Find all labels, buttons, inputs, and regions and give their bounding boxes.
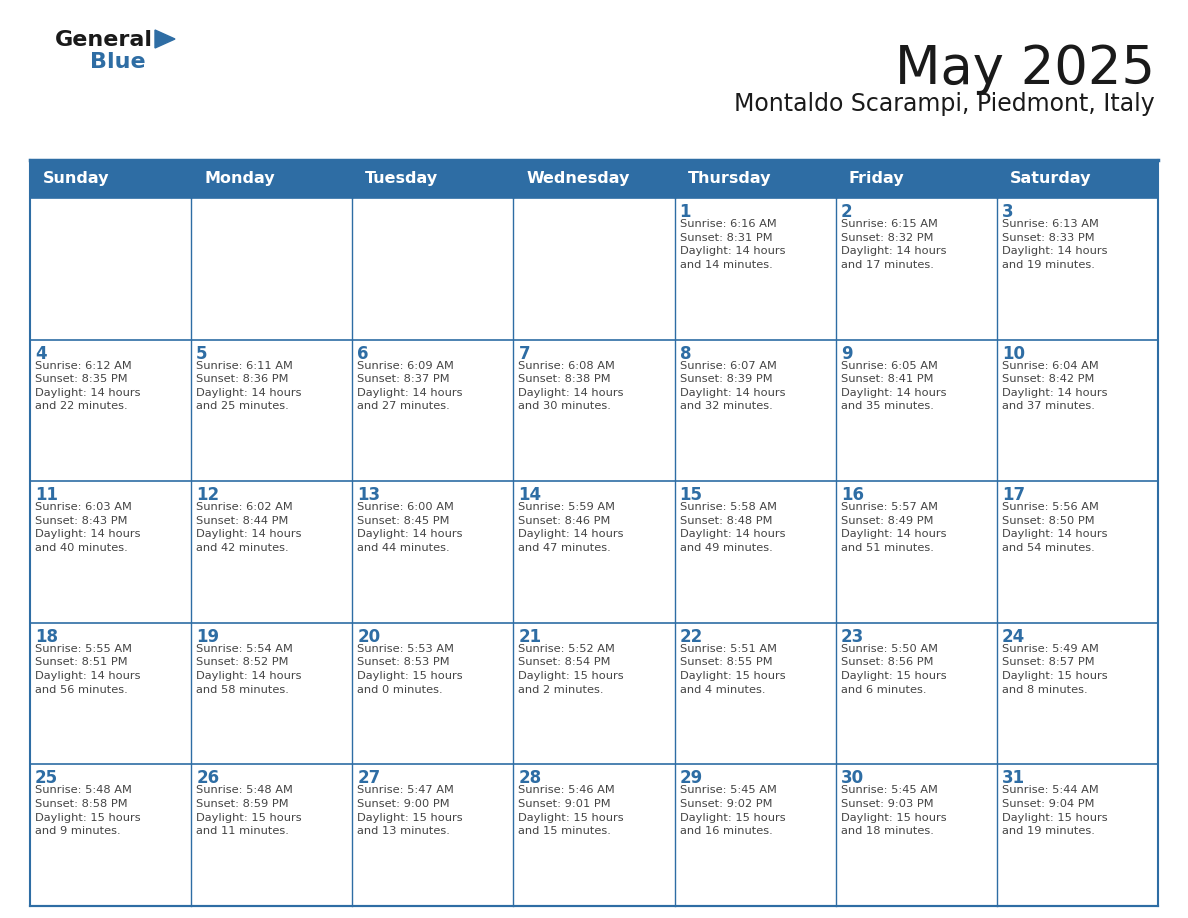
Text: 27: 27 bbox=[358, 769, 380, 788]
Text: 4: 4 bbox=[34, 344, 46, 363]
Text: Sunrise: 5:57 AM
Sunset: 8:49 PM
Daylight: 14 hours
and 51 minutes.: Sunrise: 5:57 AM Sunset: 8:49 PM Dayligh… bbox=[841, 502, 946, 553]
Text: Sunrise: 6:05 AM
Sunset: 8:41 PM
Daylight: 14 hours
and 35 minutes.: Sunrise: 6:05 AM Sunset: 8:41 PM Dayligh… bbox=[841, 361, 946, 411]
Text: 18: 18 bbox=[34, 628, 58, 645]
Text: 31: 31 bbox=[1001, 769, 1025, 788]
Text: Sunrise: 6:09 AM
Sunset: 8:37 PM
Daylight: 14 hours
and 27 minutes.: Sunrise: 6:09 AM Sunset: 8:37 PM Dayligh… bbox=[358, 361, 463, 411]
Text: 25: 25 bbox=[34, 769, 58, 788]
Bar bbox=[30, 765, 1158, 906]
Text: Sunrise: 5:49 AM
Sunset: 8:57 PM
Daylight: 15 hours
and 8 minutes.: Sunrise: 5:49 AM Sunset: 8:57 PM Dayligh… bbox=[1001, 644, 1107, 695]
Text: May 2025: May 2025 bbox=[895, 43, 1155, 95]
Text: Sunrise: 5:53 AM
Sunset: 8:53 PM
Daylight: 15 hours
and 0 minutes.: Sunrise: 5:53 AM Sunset: 8:53 PM Dayligh… bbox=[358, 644, 463, 695]
Polygon shape bbox=[154, 30, 175, 48]
Text: 11: 11 bbox=[34, 487, 58, 504]
Text: 13: 13 bbox=[358, 487, 380, 504]
Text: Sunday: Sunday bbox=[43, 172, 109, 186]
Text: Sunrise: 5:45 AM
Sunset: 9:03 PM
Daylight: 15 hours
and 18 minutes.: Sunrise: 5:45 AM Sunset: 9:03 PM Dayligh… bbox=[841, 786, 947, 836]
Text: 28: 28 bbox=[518, 769, 542, 788]
Text: 16: 16 bbox=[841, 487, 864, 504]
Text: Sunrise: 6:07 AM
Sunset: 8:39 PM
Daylight: 14 hours
and 32 minutes.: Sunrise: 6:07 AM Sunset: 8:39 PM Dayligh… bbox=[680, 361, 785, 411]
Text: Monday: Monday bbox=[204, 172, 274, 186]
Text: Tuesday: Tuesday bbox=[365, 172, 438, 186]
Text: Sunrise: 6:03 AM
Sunset: 8:43 PM
Daylight: 14 hours
and 40 minutes.: Sunrise: 6:03 AM Sunset: 8:43 PM Dayligh… bbox=[34, 502, 140, 553]
Text: Sunrise: 5:52 AM
Sunset: 8:54 PM
Daylight: 15 hours
and 2 minutes.: Sunrise: 5:52 AM Sunset: 8:54 PM Dayligh… bbox=[518, 644, 624, 695]
Text: Blue: Blue bbox=[90, 52, 146, 72]
Text: Saturday: Saturday bbox=[1010, 172, 1092, 186]
Text: Sunrise: 5:45 AM
Sunset: 9:02 PM
Daylight: 15 hours
and 16 minutes.: Sunrise: 5:45 AM Sunset: 9:02 PM Dayligh… bbox=[680, 786, 785, 836]
Text: Sunrise: 5:51 AM
Sunset: 8:55 PM
Daylight: 15 hours
and 4 minutes.: Sunrise: 5:51 AM Sunset: 8:55 PM Dayligh… bbox=[680, 644, 785, 695]
Text: Sunrise: 6:16 AM
Sunset: 8:31 PM
Daylight: 14 hours
and 14 minutes.: Sunrise: 6:16 AM Sunset: 8:31 PM Dayligh… bbox=[680, 219, 785, 270]
Text: 29: 29 bbox=[680, 769, 703, 788]
Bar bbox=[30, 340, 1158, 481]
Text: 14: 14 bbox=[518, 487, 542, 504]
Text: Sunrise: 5:59 AM
Sunset: 8:46 PM
Daylight: 14 hours
and 47 minutes.: Sunrise: 5:59 AM Sunset: 8:46 PM Dayligh… bbox=[518, 502, 624, 553]
Text: Sunrise: 6:11 AM
Sunset: 8:36 PM
Daylight: 14 hours
and 25 minutes.: Sunrise: 6:11 AM Sunset: 8:36 PM Dayligh… bbox=[196, 361, 302, 411]
Text: Sunrise: 6:15 AM
Sunset: 8:32 PM
Daylight: 14 hours
and 17 minutes.: Sunrise: 6:15 AM Sunset: 8:32 PM Dayligh… bbox=[841, 219, 946, 270]
Text: General: General bbox=[55, 30, 153, 50]
Text: Sunrise: 5:56 AM
Sunset: 8:50 PM
Daylight: 14 hours
and 54 minutes.: Sunrise: 5:56 AM Sunset: 8:50 PM Dayligh… bbox=[1001, 502, 1107, 553]
Text: Sunrise: 6:04 AM
Sunset: 8:42 PM
Daylight: 14 hours
and 37 minutes.: Sunrise: 6:04 AM Sunset: 8:42 PM Dayligh… bbox=[1001, 361, 1107, 411]
Text: Sunrise: 5:44 AM
Sunset: 9:04 PM
Daylight: 15 hours
and 19 minutes.: Sunrise: 5:44 AM Sunset: 9:04 PM Dayligh… bbox=[1001, 786, 1107, 836]
Text: Sunrise: 6:13 AM
Sunset: 8:33 PM
Daylight: 14 hours
and 19 minutes.: Sunrise: 6:13 AM Sunset: 8:33 PM Dayligh… bbox=[1001, 219, 1107, 270]
Text: Sunrise: 6:08 AM
Sunset: 8:38 PM
Daylight: 14 hours
and 30 minutes.: Sunrise: 6:08 AM Sunset: 8:38 PM Dayligh… bbox=[518, 361, 624, 411]
Text: 3: 3 bbox=[1001, 203, 1013, 221]
Text: Friday: Friday bbox=[848, 172, 904, 186]
Text: Sunrise: 5:46 AM
Sunset: 9:01 PM
Daylight: 15 hours
and 15 minutes.: Sunrise: 5:46 AM Sunset: 9:01 PM Dayligh… bbox=[518, 786, 624, 836]
Text: 23: 23 bbox=[841, 628, 864, 645]
Text: 2: 2 bbox=[841, 203, 852, 221]
Bar bbox=[30, 481, 1158, 622]
Text: 12: 12 bbox=[196, 487, 220, 504]
Text: 1: 1 bbox=[680, 203, 691, 221]
Text: Sunrise: 5:48 AM
Sunset: 8:59 PM
Daylight: 15 hours
and 11 minutes.: Sunrise: 5:48 AM Sunset: 8:59 PM Dayligh… bbox=[196, 786, 302, 836]
Text: Sunrise: 6:12 AM
Sunset: 8:35 PM
Daylight: 14 hours
and 22 minutes.: Sunrise: 6:12 AM Sunset: 8:35 PM Dayligh… bbox=[34, 361, 140, 411]
Text: Sunrise: 5:58 AM
Sunset: 8:48 PM
Daylight: 14 hours
and 49 minutes.: Sunrise: 5:58 AM Sunset: 8:48 PM Dayligh… bbox=[680, 502, 785, 553]
Text: 6: 6 bbox=[358, 344, 368, 363]
Text: 24: 24 bbox=[1001, 628, 1025, 645]
Text: 15: 15 bbox=[680, 487, 702, 504]
Text: Sunrise: 5:50 AM
Sunset: 8:56 PM
Daylight: 15 hours
and 6 minutes.: Sunrise: 5:50 AM Sunset: 8:56 PM Dayligh… bbox=[841, 644, 947, 695]
Bar bbox=[30, 198, 1158, 340]
Text: 10: 10 bbox=[1001, 344, 1025, 363]
Text: 19: 19 bbox=[196, 628, 220, 645]
Text: 21: 21 bbox=[518, 628, 542, 645]
Text: Sunrise: 5:47 AM
Sunset: 9:00 PM
Daylight: 15 hours
and 13 minutes.: Sunrise: 5:47 AM Sunset: 9:00 PM Dayligh… bbox=[358, 786, 463, 836]
Bar bbox=[30, 160, 1158, 198]
Text: Thursday: Thursday bbox=[688, 172, 771, 186]
Text: 26: 26 bbox=[196, 769, 220, 788]
Text: Sunrise: 5:48 AM
Sunset: 8:58 PM
Daylight: 15 hours
and 9 minutes.: Sunrise: 5:48 AM Sunset: 8:58 PM Dayligh… bbox=[34, 786, 140, 836]
Text: 8: 8 bbox=[680, 344, 691, 363]
Text: 7: 7 bbox=[518, 344, 530, 363]
Text: 9: 9 bbox=[841, 344, 852, 363]
Bar bbox=[30, 622, 1158, 765]
Text: 30: 30 bbox=[841, 769, 864, 788]
Text: 5: 5 bbox=[196, 344, 208, 363]
Text: Sunrise: 5:54 AM
Sunset: 8:52 PM
Daylight: 14 hours
and 58 minutes.: Sunrise: 5:54 AM Sunset: 8:52 PM Dayligh… bbox=[196, 644, 302, 695]
Text: Montaldo Scarampi, Piedmont, Italy: Montaldo Scarampi, Piedmont, Italy bbox=[734, 92, 1155, 116]
Text: 17: 17 bbox=[1001, 487, 1025, 504]
Text: Sunrise: 5:55 AM
Sunset: 8:51 PM
Daylight: 14 hours
and 56 minutes.: Sunrise: 5:55 AM Sunset: 8:51 PM Dayligh… bbox=[34, 644, 140, 695]
Text: Sunrise: 6:00 AM
Sunset: 8:45 PM
Daylight: 14 hours
and 44 minutes.: Sunrise: 6:00 AM Sunset: 8:45 PM Dayligh… bbox=[358, 502, 463, 553]
Text: 20: 20 bbox=[358, 628, 380, 645]
Text: Sunrise: 6:02 AM
Sunset: 8:44 PM
Daylight: 14 hours
and 42 minutes.: Sunrise: 6:02 AM Sunset: 8:44 PM Dayligh… bbox=[196, 502, 302, 553]
Text: 22: 22 bbox=[680, 628, 703, 645]
Text: Wednesday: Wednesday bbox=[526, 172, 630, 186]
